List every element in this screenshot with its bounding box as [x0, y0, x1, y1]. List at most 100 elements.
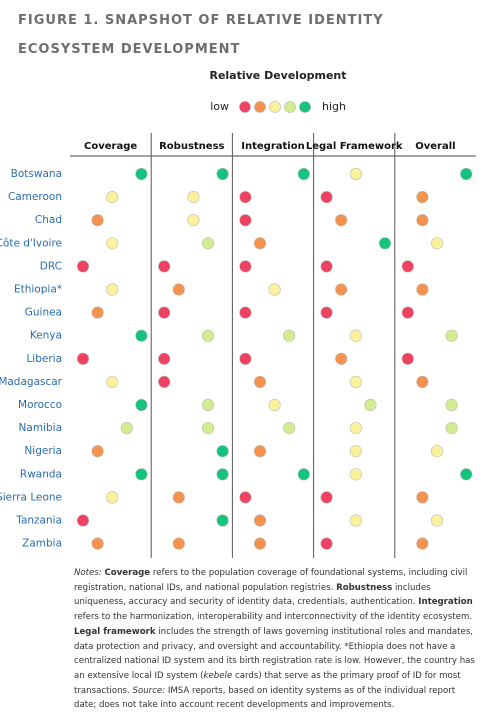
legend-swatch [239, 101, 251, 113]
category-label: Morocco [18, 399, 62, 411]
dot [158, 352, 171, 365]
category-label: Cameroon [8, 191, 62, 203]
note-text: kebele [203, 670, 233, 681]
dot [135, 167, 148, 181]
dot [430, 514, 444, 527]
dot [187, 214, 200, 227]
dot [445, 422, 458, 435]
dot [460, 167, 473, 181]
dot [416, 214, 429, 227]
category-label: Tanzania [15, 515, 62, 527]
dot [253, 537, 267, 550]
dot [460, 468, 473, 481]
dot [283, 422, 296, 435]
category-label: Nigeria [24, 445, 62, 457]
dot [201, 329, 215, 342]
dot [445, 398, 458, 412]
dot [253, 375, 267, 389]
note-text: Legal framework [74, 626, 156, 637]
note-text: includes uniqueness, accuracy and securi… [74, 582, 431, 608]
dot [253, 237, 267, 250]
dot [320, 260, 333, 273]
legend-title: Relative Development [209, 69, 346, 82]
panel-header: Robustness [159, 141, 224, 152]
category-label: Botswana [11, 168, 62, 180]
category-label: Ethiopia* [14, 284, 62, 296]
dot [401, 352, 414, 365]
category-label: DRC [40, 260, 62, 272]
dot [135, 468, 148, 481]
note-text: Integration [418, 597, 473, 608]
category-label: Liberia [26, 353, 62, 365]
legend-low: low [210, 100, 229, 113]
dot [283, 329, 296, 342]
dot [416, 375, 429, 389]
dot [172, 283, 185, 296]
dot [216, 514, 229, 527]
dot [91, 445, 104, 458]
dot [172, 537, 185, 550]
dot [201, 398, 215, 412]
dot [401, 306, 414, 319]
dot [76, 352, 90, 365]
category-label: Guinea [25, 307, 62, 319]
dot [239, 306, 252, 319]
category-label: Sierra Leone [0, 491, 62, 503]
dot [91, 214, 104, 227]
dot [239, 191, 252, 204]
dot [253, 445, 267, 458]
dot [335, 214, 348, 227]
category-label: Madagascar [0, 376, 63, 388]
note-text: Source: [132, 685, 166, 696]
dot [297, 167, 310, 181]
note-text: Robustness [336, 582, 393, 593]
dot [320, 491, 333, 504]
dot [201, 237, 215, 250]
note-text: refers to the harmonization, interoperab… [74, 612, 473, 623]
dot [349, 167, 362, 181]
dot [378, 237, 392, 250]
dot [76, 514, 90, 527]
dot [158, 260, 171, 273]
category-label: Kenya [30, 330, 62, 342]
dot [364, 398, 377, 412]
dot [106, 191, 119, 204]
panel-header: Coverage [84, 141, 137, 152]
dot [135, 329, 148, 342]
dot [349, 468, 362, 481]
dot [239, 214, 252, 227]
category-label: Namibia [19, 422, 62, 434]
legend-swatch [284, 101, 296, 113]
category-label: Côte d'Ivoire [0, 237, 62, 249]
dot [268, 283, 281, 296]
notes: Notes: Coverage refers to the population… [74, 566, 478, 713]
dot [253, 514, 267, 527]
legend-swatch [299, 101, 311, 113]
note-text: cards) that serve as the primary proof o… [74, 670, 461, 696]
dot [239, 352, 252, 365]
note-text: Notes: [74, 568, 102, 578]
dot [158, 306, 171, 319]
dot [91, 306, 104, 319]
dot [430, 237, 444, 250]
dot [216, 167, 229, 181]
dot [187, 191, 200, 204]
dot [201, 422, 215, 435]
dot [158, 375, 171, 389]
chart: Relative Development low high Coverage Ro… [0, 69, 476, 558]
dot [401, 260, 414, 273]
dot [320, 306, 333, 319]
panel-header: Legal Framework [306, 141, 403, 152]
dot [335, 352, 348, 365]
dot [120, 422, 133, 435]
chart-title: FIGURE 1. SNAPSHOT OF RELATIVE IDENTITY … [18, 13, 384, 57]
dot [320, 191, 333, 204]
legend-swatch [254, 101, 266, 113]
dot [416, 283, 429, 296]
note-text: refers to the population coverage of fou… [74, 568, 468, 593]
dot [349, 375, 362, 389]
dot [268, 398, 281, 412]
dot [76, 260, 90, 273]
category-label: Chad [35, 214, 62, 226]
